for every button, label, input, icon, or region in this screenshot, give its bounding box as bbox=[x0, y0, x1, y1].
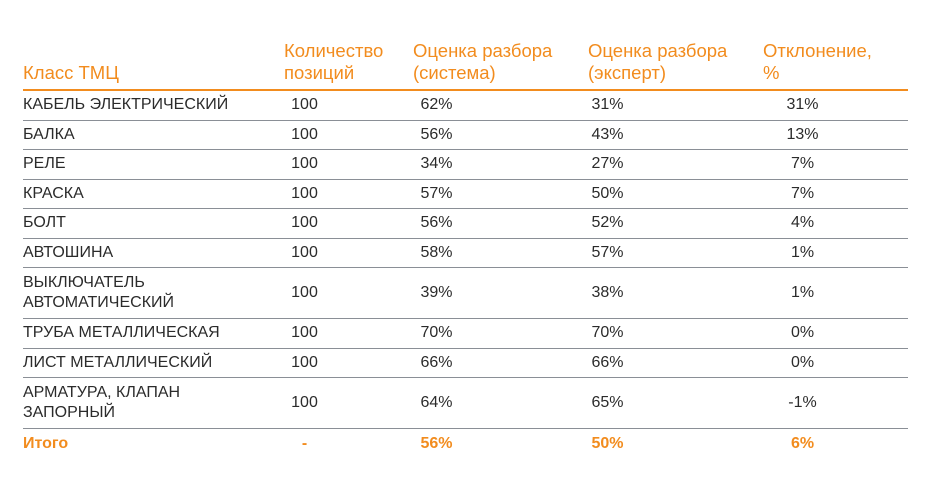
expert-cell: 65% bbox=[588, 377, 763, 429]
system-cell: 64% bbox=[413, 377, 588, 429]
table-row: ЛИСТ МЕТАЛЛИЧЕСКИЙ 100 66% 66% 0% bbox=[23, 348, 908, 378]
tmc-table: Класс ТМЦ Количество позиций Оценка разб… bbox=[23, 40, 908, 459]
expert-cell: 43% bbox=[588, 120, 763, 150]
count-cell: - bbox=[301, 435, 308, 452]
table-row: РЕЛЕ 100 34% 27% 7% bbox=[23, 149, 908, 180]
deviation-cell: 31% bbox=[763, 90, 908, 121]
deviation-cell: 1% bbox=[763, 238, 908, 268]
expert-cell: 57% bbox=[588, 238, 763, 268]
system-cell: 56% bbox=[413, 208, 588, 239]
expert-cell: 50% bbox=[588, 179, 763, 209]
count-cell: 100 bbox=[284, 318, 413, 349]
system-cell: 39% bbox=[413, 267, 588, 319]
expert-cell: 31% bbox=[588, 90, 763, 121]
expert-cell: 38% bbox=[588, 267, 763, 319]
table-row: ВЫКЛЮЧАТЕЛЬ АВТОМАТИЧЕСКИЙ 100 39% 38% 1% bbox=[23, 267, 908, 319]
class-cell: КРАСКА bbox=[23, 179, 284, 209]
system-cell: 62% bbox=[413, 90, 588, 121]
count-cell: 100 bbox=[284, 120, 413, 150]
expert-cell: 50% bbox=[591, 435, 624, 452]
header-row: Класс ТМЦ Количество позиций Оценка разб… bbox=[23, 40, 908, 91]
class-cell: БОЛТ bbox=[23, 208, 284, 239]
table-row: КРАСКА 100 57% 50% 7% bbox=[23, 179, 908, 209]
header-system: Оценка разбора (система) bbox=[413, 40, 588, 91]
count-cell: 100 bbox=[284, 208, 413, 239]
deviation-cell: 13% bbox=[763, 120, 908, 150]
deviation-cell: -1% bbox=[763, 377, 908, 429]
system-cell: 57% bbox=[413, 179, 588, 209]
deviation-cell: 7% bbox=[763, 149, 908, 180]
class-cell: ЛИСТ МЕТАЛЛИЧЕСКИЙ bbox=[23, 348, 284, 378]
deviation-cell: 1% bbox=[763, 267, 908, 319]
count-cell: 100 bbox=[284, 149, 413, 180]
count-cell: 100 bbox=[284, 90, 413, 121]
table-row: БАЛКА 100 56% 43% 13% bbox=[23, 120, 908, 150]
header-count: Количество позиций bbox=[284, 40, 413, 91]
table-row: КАБЕЛЬ ЭЛЕКТРИЧЕСКИЙ 100 62% 31% 31% bbox=[23, 90, 908, 121]
expert-cell: 27% bbox=[588, 149, 763, 180]
count-cell: 100 bbox=[284, 267, 413, 319]
table-row: АРМАТУРА, КЛАПАН ЗАПОРНЫЙ 100 64% 65% -1% bbox=[23, 377, 908, 429]
class-cell: КАБЕЛЬ ЭЛЕКТРИЧЕСКИЙ bbox=[23, 90, 284, 121]
count-cell: 100 bbox=[284, 348, 413, 378]
expert-cell: 52% bbox=[588, 208, 763, 239]
deviation-cell: 7% bbox=[763, 179, 908, 209]
count-cell: 100 bbox=[284, 377, 413, 429]
deviation-cell: 4% bbox=[763, 208, 908, 239]
table-row: ТРУБА МЕТАЛЛИЧЕСКАЯ 100 70% 70% 0% bbox=[23, 318, 908, 349]
count-cell: 100 bbox=[284, 179, 413, 209]
system-cell: 66% bbox=[413, 348, 588, 378]
class-cell: ВЫКЛЮЧАТЕЛЬ АВТОМАТИЧЕСКИЙ bbox=[23, 267, 284, 319]
class-cell: АВТОШИНА bbox=[23, 238, 284, 268]
class-cell: БАЛКА bbox=[23, 120, 284, 150]
table-row: БОЛТ 100 56% 52% 4% bbox=[23, 208, 908, 239]
system-cell: 56% bbox=[413, 120, 588, 150]
total-row: Итого - 56% 50% 6% bbox=[23, 429, 908, 460]
header-class: Класс ТМЦ bbox=[23, 40, 284, 91]
deviation-cell: 0% bbox=[763, 348, 908, 378]
class-cell: Итого bbox=[23, 435, 69, 452]
header-deviation: Отклонение, % bbox=[763, 40, 908, 91]
table-row: АВТОШИНА 100 58% 57% 1% bbox=[23, 238, 908, 268]
deviation-cell: 6% bbox=[790, 435, 815, 452]
expert-cell: 70% bbox=[588, 318, 763, 349]
header-expert: Оценка разбора (эксперт) bbox=[588, 40, 763, 91]
system-cell: 70% bbox=[413, 318, 588, 349]
count-cell: 100 bbox=[284, 238, 413, 268]
class-cell: ТРУБА МЕТАЛЛИЧЕСКАЯ bbox=[23, 318, 284, 349]
class-cell: АРМАТУРА, КЛАПАН ЗАПОРНЫЙ bbox=[23, 377, 284, 429]
deviation-cell: 0% bbox=[763, 318, 908, 349]
system-cell: 56% bbox=[420, 435, 453, 452]
system-cell: 34% bbox=[413, 149, 588, 180]
expert-cell: 66% bbox=[588, 348, 763, 378]
class-cell: РЕЛЕ bbox=[23, 149, 284, 180]
system-cell: 58% bbox=[413, 238, 588, 268]
